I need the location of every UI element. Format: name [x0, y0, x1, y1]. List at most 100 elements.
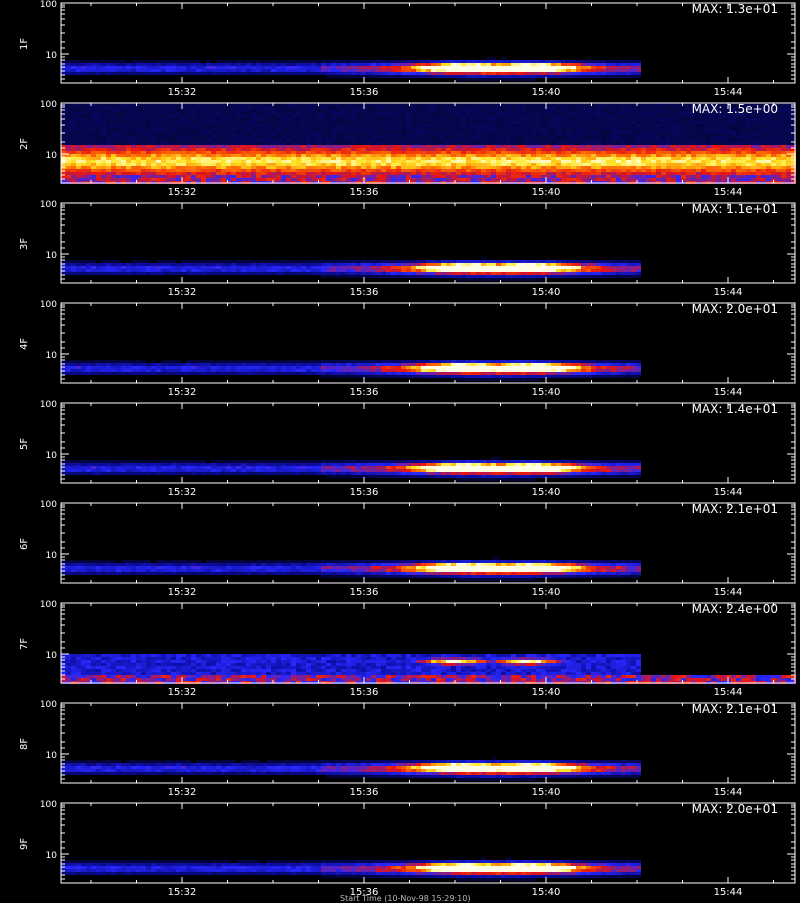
panel-max-value: MAX: 1.4e+01: [692, 402, 778, 416]
spectrogram-panel: 100 10 15:32 15:36 15:40 15:44 6F MAX: 2.1e+01: [0, 502, 800, 602]
x-axis-title: Start Time (10-Nov-98 15:29:10): [340, 894, 470, 903]
x-tick-label: 15:40: [532, 887, 561, 898]
panel-label: 4F: [19, 334, 30, 350]
x-tick-label: 15:36: [350, 187, 379, 198]
x-tick-label: 15:44: [714, 487, 743, 498]
spectrogram-panel: 100 10 15:32 15:36 15:40 15:44 7F MAX: 2.4e+00: [0, 602, 800, 702]
panel-max-value: MAX: 2.1e+01: [692, 702, 778, 716]
x-tick-label: 15:44: [714, 287, 743, 298]
x-tick-label: 15:40: [532, 787, 561, 798]
y-tick-label: 100: [40, 600, 57, 610]
spectrogram-panel: 100 10 15:32 15:36 15:40 15:44 3F MAX: 1.1e+01: [0, 202, 800, 302]
spectrogram-panel: 100 10 15:32 15:36 15:40 15:44 5F MAX: 1.4e+01: [0, 402, 800, 502]
panel-label: 2F: [19, 134, 30, 150]
x-tick-label: 15:36: [350, 87, 379, 98]
spectrogram-plot: 100 10 15:32 15:36 15:40 15:44: [0, 402, 800, 502]
heatmap-cells: [61, 360, 641, 381]
heatmap-cells: [61, 654, 796, 684]
x-tick-label: 15:44: [714, 687, 743, 698]
y-tick-label: 10: [46, 251, 58, 261]
x-tick-label: 15:40: [532, 487, 561, 498]
panel-max-value: MAX: 2.0e+01: [692, 802, 778, 816]
spectrogram-plot: 100 10 15:32 15:36 15:40 15:44: [0, 2, 800, 102]
panel-label: 8F: [19, 734, 30, 750]
heatmap-cells: [61, 103, 796, 184]
x-tick-label: 15:32: [168, 687, 197, 698]
x-tick-label: 15:32: [168, 787, 197, 798]
y-tick-label: 100: [40, 700, 57, 710]
y-tick-label: 10: [46, 851, 58, 861]
x-tick-label: 15:40: [532, 287, 561, 298]
x-tick-label: 15:40: [532, 87, 561, 98]
panel-label: 1F: [19, 34, 30, 50]
x-tick-label: 15:36: [350, 387, 379, 398]
y-tick-label: 100: [40, 500, 57, 510]
y-tick-label: 100: [40, 200, 57, 210]
heatmap-cells: [61, 557, 641, 581]
x-tick-label: 15:40: [532, 687, 561, 698]
panel-max-value: MAX: 2.1e+01: [692, 502, 778, 516]
heatmap-cells: [61, 457, 641, 481]
x-tick-label: 15:32: [168, 887, 197, 898]
y-tick-label: 100: [40, 400, 57, 410]
heatmap-cells: [61, 857, 641, 881]
y-tick-label: 100: [40, 100, 57, 110]
x-tick-label: 15:40: [532, 587, 561, 598]
panel-label: 9F: [19, 834, 30, 850]
x-tick-label: 15:36: [350, 687, 379, 698]
panel-max-value: MAX: 1.5e+00: [692, 102, 778, 116]
spectrogram-plot: 100 10 15:32 15:36 15:40 15:44: [0, 502, 800, 602]
y-tick-label: 10: [46, 51, 58, 61]
x-tick-label: 15:36: [350, 787, 379, 798]
y-tick-label: 10: [46, 351, 58, 361]
x-tick-label: 15:36: [350, 287, 379, 298]
x-tick-label: 15:32: [168, 387, 197, 398]
spectrogram-plot: 100 10 15:32 15:36 15:40 15:44: [0, 602, 800, 702]
panel-max-value: MAX: 2.0e+01: [692, 302, 778, 316]
panel-label: 5F: [19, 434, 30, 450]
panel-label: 3F: [19, 234, 30, 250]
y-tick-label: 10: [46, 651, 58, 661]
panel-label: 7F: [19, 634, 30, 650]
heatmap-cells: [61, 257, 641, 281]
x-tick-label: 15:32: [168, 287, 197, 298]
heatmap-cells: [61, 57, 641, 81]
y-tick-label: 100: [40, 800, 57, 810]
x-tick-label: 15:32: [168, 487, 197, 498]
y-tick-label: 10: [46, 551, 58, 561]
panel-max-value: MAX: 2.4e+00: [692, 602, 778, 616]
spectrogram-plot: 100 10 15:32 15:36 15:40 15:44: [0, 202, 800, 302]
heatmap-cells: [61, 757, 641, 781]
x-tick-label: 15:40: [532, 387, 561, 398]
x-tick-label: 15:44: [714, 387, 743, 398]
spectrogram-plot: 100 10 15:32 15:36 15:40 15:44: [0, 702, 800, 802]
x-tick-label: 15:44: [714, 587, 743, 598]
y-tick-label: 100: [40, 300, 57, 310]
panel-label: 6F: [19, 534, 30, 550]
y-tick-label: 10: [46, 151, 58, 161]
x-tick-label: 15:44: [714, 787, 743, 798]
x-tick-label: 15:36: [350, 487, 379, 498]
y-tick-label: 10: [46, 451, 58, 461]
x-tick-label: 15:44: [714, 887, 743, 898]
spectrogram-panel: 100 10 15:32 15:36 15:40 15:44 2F MAX: 1.5e+00: [0, 102, 800, 202]
spectrogram-plot: 100 10 15:32 15:36 15:40 15:44: [0, 102, 800, 202]
y-tick-label: 10: [46, 751, 58, 761]
spectrogram-panel: 100 10 15:32 15:36 15:40 15:44 4F MAX: 2.0e+01: [0, 302, 800, 402]
panel-max-value: MAX: 1.3e+01: [692, 2, 778, 16]
x-tick-label: 15:32: [168, 87, 197, 98]
x-tick-label: 15:44: [714, 187, 743, 198]
panel-max-value: MAX: 1.1e+01: [692, 202, 778, 216]
spectrogram-panel: 100 10 15:32 15:36 15:40 15:44 1F MAX: 1.3e+01: [0, 2, 800, 102]
y-tick-label: 100: [40, 0, 57, 10]
x-tick-label: 15:32: [168, 187, 197, 198]
x-tick-label: 15:36: [350, 587, 379, 598]
x-tick-label: 15:44: [714, 87, 743, 98]
x-tick-label: 15:32: [168, 587, 197, 598]
spectrogram-panel: 100 10 15:32 15:36 15:40 15:44 8F MAX: 2.1e+01: [0, 702, 800, 802]
spectrogram-plot: 100 10 15:32 15:36 15:40 15:44: [0, 302, 800, 402]
x-tick-label: 15:40: [532, 187, 561, 198]
